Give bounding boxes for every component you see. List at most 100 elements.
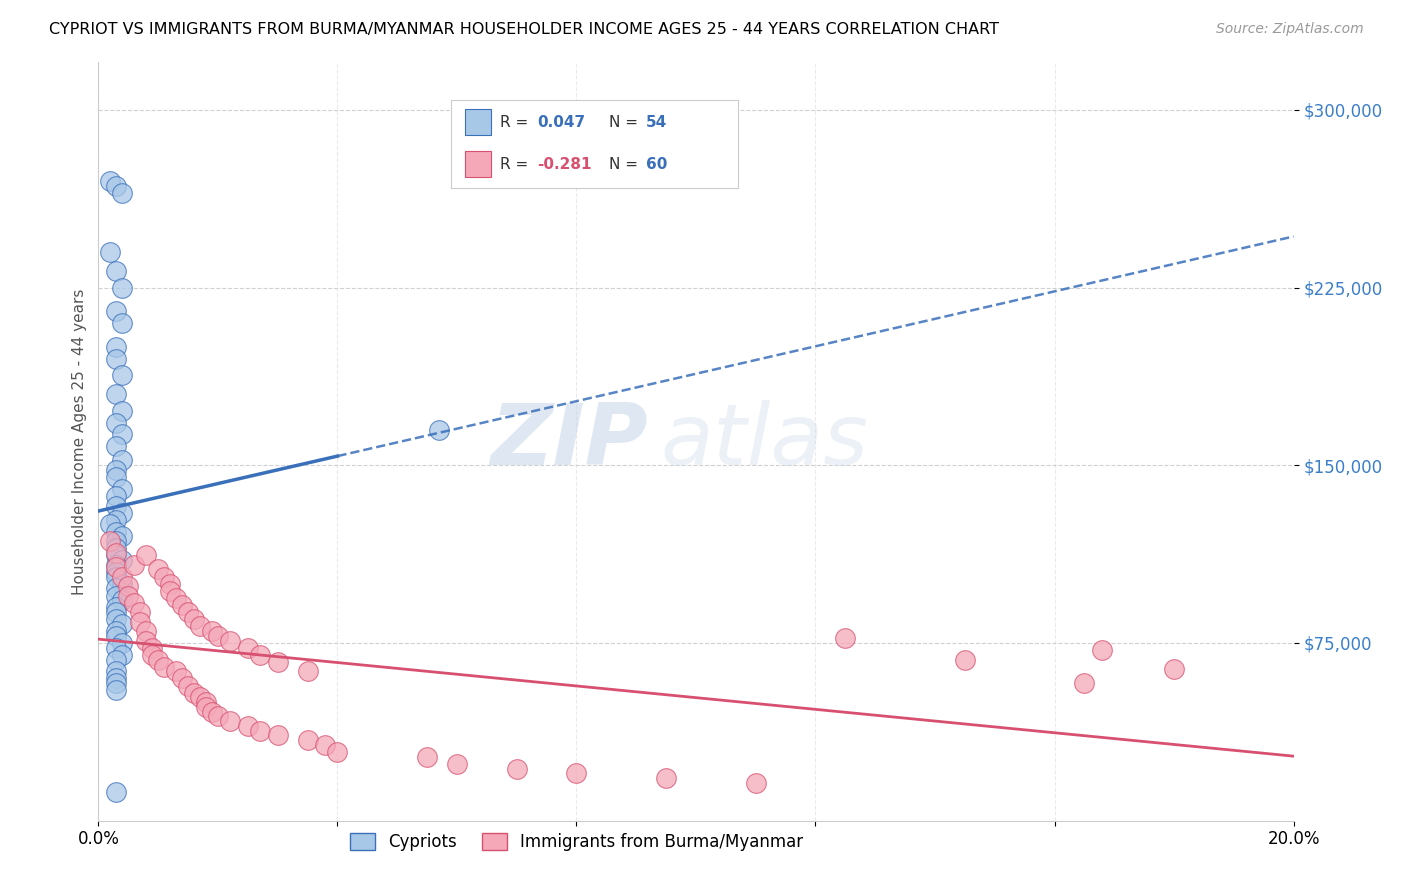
Point: [105, 463, 128, 477]
Point: [105, 652, 128, 666]
Point: [105, 416, 128, 430]
Point: [105, 264, 128, 278]
Point: [98, 174, 122, 188]
Text: ZIP: ZIP: [491, 400, 648, 483]
Point: [129, 615, 152, 629]
Point: [105, 683, 128, 698]
Point: [98, 244, 122, 259]
Point: [111, 636, 134, 650]
Point: [105, 676, 128, 690]
Point: [834, 631, 856, 645]
Point: [111, 593, 134, 607]
Point: [117, 579, 139, 593]
Point: [446, 756, 468, 771]
Text: Source: ZipAtlas.com: Source: ZipAtlas.com: [1216, 22, 1364, 37]
Point: [315, 738, 337, 752]
Point: [105, 569, 128, 583]
Point: [111, 576, 134, 591]
Point: [105, 470, 128, 484]
Point: [188, 690, 211, 705]
Point: [105, 387, 128, 401]
Point: [219, 633, 242, 648]
Point: [141, 640, 163, 655]
Point: [111, 569, 134, 583]
Point: [105, 672, 128, 686]
Point: [111, 482, 134, 496]
Point: [105, 785, 128, 799]
Point: [105, 340, 128, 354]
Point: [105, 605, 128, 619]
Point: [105, 582, 128, 596]
Point: [148, 562, 170, 576]
Point: [148, 652, 170, 666]
Point: [195, 699, 218, 714]
Y-axis label: Householder Income Ages 25 - 44 years: Householder Income Ages 25 - 44 years: [72, 288, 87, 595]
Point: [105, 304, 128, 318]
Legend: Cypriots, Immigrants from Burma/Myanmar: Cypriots, Immigrants from Burma/Myanmar: [343, 826, 810, 858]
Point: [165, 665, 187, 679]
Point: [111, 617, 134, 632]
Point: [267, 728, 290, 742]
Point: [655, 771, 678, 785]
Point: [105, 534, 128, 549]
Point: [297, 733, 319, 747]
Point: [506, 762, 529, 776]
Point: [201, 624, 224, 639]
Text: atlas: atlas: [661, 400, 868, 483]
Point: [141, 648, 163, 662]
Point: [172, 672, 194, 686]
Point: [105, 513, 128, 527]
Point: [129, 605, 152, 619]
Point: [236, 719, 259, 733]
Point: [135, 624, 157, 639]
Text: CYPRIOT VS IMMIGRANTS FROM BURMA/MYANMAR HOUSEHOLDER INCOME AGES 25 - 44 YEARS C: CYPRIOT VS IMMIGRANTS FROM BURMA/MYANMAR…: [49, 22, 1000, 37]
Point: [249, 723, 271, 738]
Point: [105, 560, 128, 574]
Point: [105, 629, 128, 643]
Point: [124, 558, 146, 572]
Point: [267, 655, 290, 669]
Point: [207, 709, 229, 723]
Point: [105, 351, 128, 366]
Point: [98, 534, 122, 549]
Point: [135, 548, 157, 563]
Point: [565, 766, 588, 780]
Point: [326, 745, 349, 759]
Point: [195, 695, 218, 709]
Point: [1073, 676, 1095, 690]
Point: [159, 583, 181, 598]
Point: [111, 316, 134, 330]
Point: [105, 524, 128, 539]
Point: [297, 665, 319, 679]
Point: [249, 648, 271, 662]
Point: [98, 517, 122, 532]
Point: [117, 589, 139, 603]
Point: [105, 565, 128, 579]
Point: [183, 612, 205, 626]
Point: [745, 776, 768, 790]
Point: [1163, 662, 1185, 676]
Point: [159, 576, 181, 591]
Point: [111, 280, 134, 294]
Point: [188, 619, 211, 633]
Point: [236, 640, 259, 655]
Point: [416, 749, 439, 764]
Point: [105, 624, 128, 639]
Point: [172, 598, 194, 612]
Point: [111, 529, 134, 543]
Point: [153, 569, 176, 583]
Point: [111, 427, 134, 442]
Point: [105, 439, 128, 453]
Point: [111, 368, 134, 383]
Point: [165, 591, 187, 605]
Point: [105, 548, 128, 563]
Point: [105, 541, 128, 556]
Point: [153, 659, 176, 673]
Point: [105, 489, 128, 503]
Point: [427, 423, 450, 437]
Point: [111, 186, 134, 200]
Point: [105, 600, 128, 615]
Point: [219, 714, 242, 728]
Point: [105, 640, 128, 655]
Point: [105, 499, 128, 513]
